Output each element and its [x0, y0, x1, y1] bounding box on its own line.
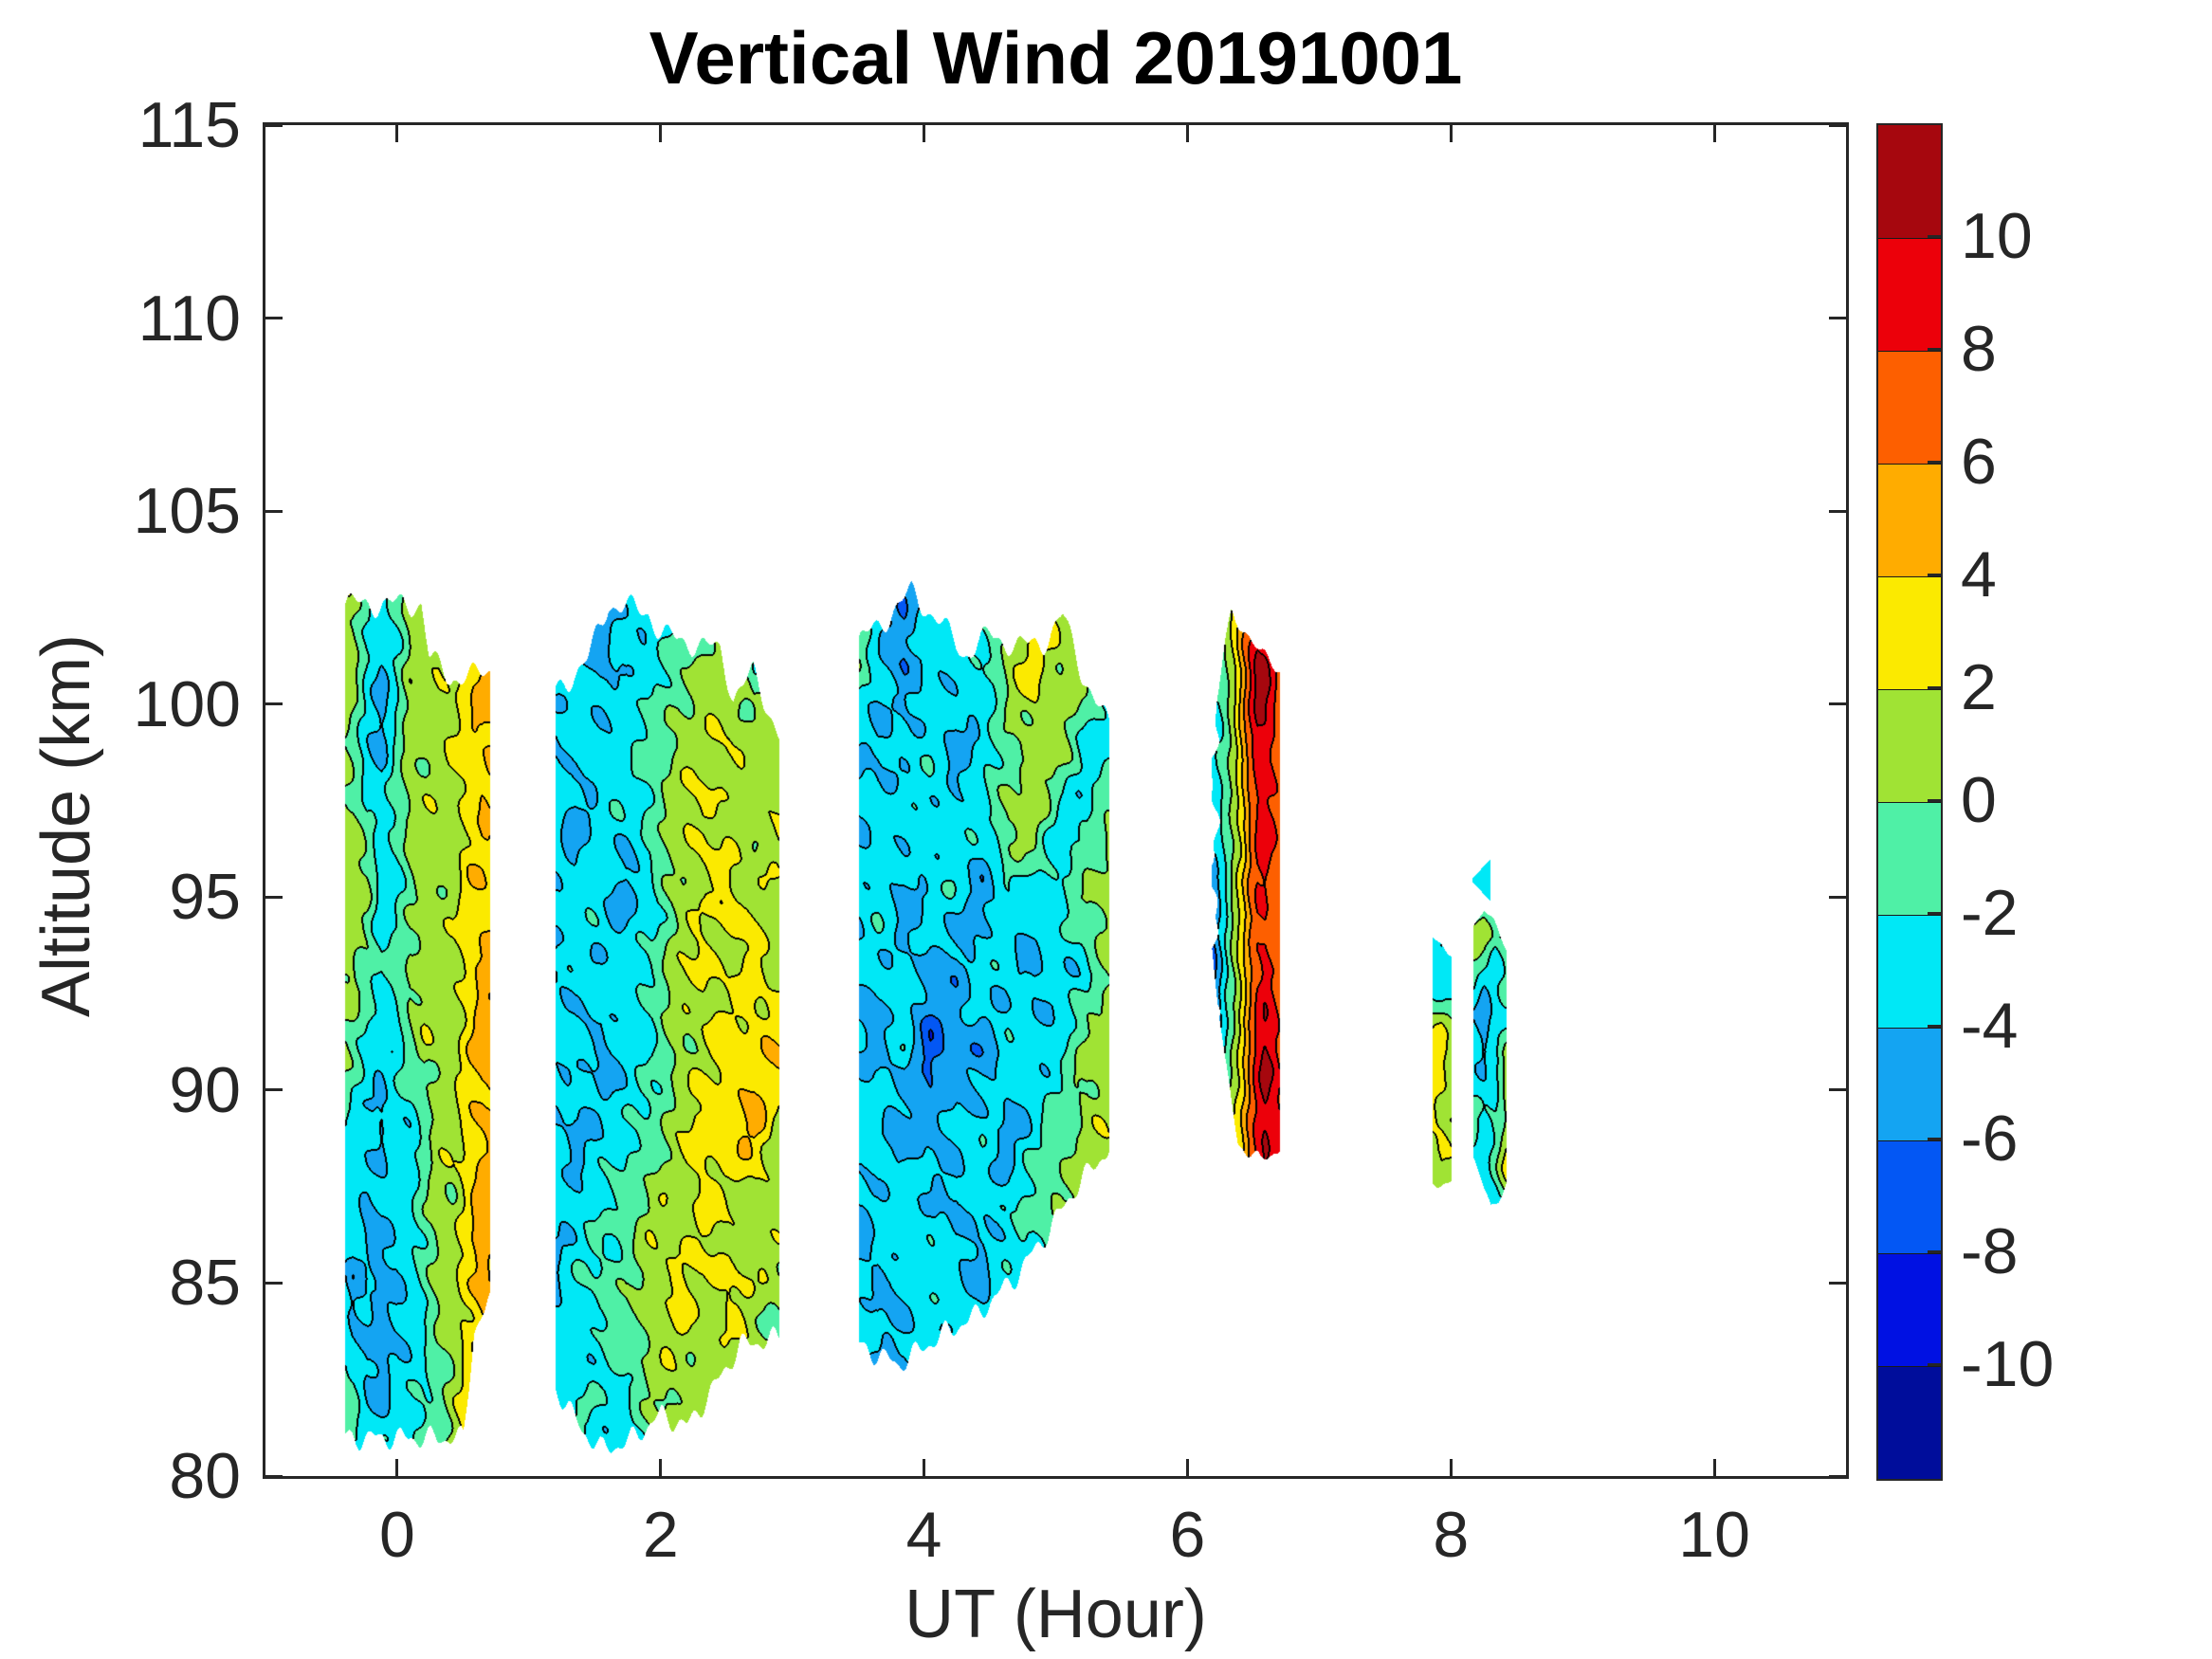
x-tick-label: 6	[1169, 1499, 1206, 1571]
x-tick-mark	[1449, 1459, 1453, 1476]
colorbar-tick-mark	[1928, 573, 1941, 576]
x-tick-mark-top	[395, 125, 399, 142]
colorbar-segment	[1878, 802, 1941, 915]
x-tick-mark	[923, 1459, 926, 1476]
colorbar-tick-mark	[1928, 460, 1941, 464]
colorbar	[1876, 123, 1943, 1481]
colorbar-tick-mark	[1928, 798, 1941, 802]
y-tick-mark	[265, 895, 283, 899]
colorbar-tick-label: 8	[1961, 313, 1997, 385]
colorbar-tick-label: 4	[1961, 538, 1997, 611]
y-tick-mark	[265, 702, 283, 706]
x-tick-label: 0	[378, 1499, 415, 1571]
x-tick-mark-top	[659, 125, 663, 142]
y-tick-mark-right	[1829, 1474, 1846, 1478]
colorbar-tick-mark	[1928, 1362, 1941, 1366]
y-tick-mark-right	[1829, 895, 1846, 899]
y-tick-mark	[265, 1088, 283, 1092]
colorbar-tick-label: 6	[1961, 426, 1997, 498]
colorbar-segment	[1878, 464, 1941, 576]
x-tick-label: 2	[642, 1499, 679, 1571]
y-tick-label: 95	[169, 861, 241, 934]
x-tick-mark-top	[923, 125, 926, 142]
y-tick-mark-right	[1829, 1088, 1846, 1092]
x-tick-mark	[1712, 1459, 1716, 1476]
colorbar-tick-mark	[1928, 685, 1941, 689]
y-tick-mark	[265, 123, 283, 127]
colorbar-tick-label: 0	[1961, 764, 1997, 836]
x-tick-mark	[1185, 1459, 1189, 1476]
x-tick-label: 4	[905, 1499, 942, 1571]
y-tick-mark	[265, 509, 283, 513]
chart-title: Vertical Wind 20191001	[649, 16, 1463, 100]
colorbar-tick-mark	[1928, 1024, 1941, 1028]
colorbar-tick-label: -2	[1961, 877, 2019, 949]
colorbar-tick-mark	[1928, 234, 1941, 238]
colorbar-segment	[1878, 125, 1941, 238]
y-tick-mark	[265, 1474, 283, 1478]
colorbar-segment	[1878, 1028, 1941, 1140]
x-tick-label: 8	[1433, 1499, 1470, 1571]
colorbar-segment	[1878, 351, 1941, 464]
colorbar-segment	[1878, 238, 1941, 351]
y-tick-mark	[265, 317, 283, 320]
y-axis-label: Altitude (km)	[28, 633, 104, 1018]
x-tick-mark-top	[1712, 125, 1716, 142]
y-tick-label: 115	[137, 89, 241, 161]
y-tick-label: 80	[169, 1440, 241, 1512]
colorbar-tick-mark	[1928, 1137, 1941, 1140]
colorbar-tick-label: -4	[1961, 990, 2019, 1062]
colorbar-tick-label: -8	[1961, 1215, 2019, 1287]
y-tick-label: 85	[169, 1247, 241, 1320]
colorbar-tick-mark	[1928, 911, 1941, 915]
y-tick-label: 100	[133, 667, 241, 740]
colorbar-segment	[1878, 689, 1941, 802]
y-tick-mark-right	[1829, 509, 1846, 513]
contour-canvas	[265, 125, 1846, 1476]
plot-area	[263, 122, 1849, 1479]
y-tick-label: 110	[137, 282, 241, 355]
colorbar-tick-mark	[1928, 347, 1941, 351]
colorbar-tick-label: -10	[1961, 1328, 2055, 1400]
y-tick-label: 90	[169, 1053, 241, 1126]
y-tick-mark-right	[1829, 1281, 1846, 1285]
y-tick-mark-right	[1829, 317, 1846, 320]
x-tick-mark	[395, 1459, 399, 1476]
x-tick-mark	[659, 1459, 663, 1476]
y-tick-label: 105	[133, 475, 241, 548]
x-axis-label: UT (Hour)	[905, 1577, 1207, 1652]
y-tick-mark-right	[1829, 702, 1846, 706]
x-tick-mark-top	[1449, 125, 1453, 142]
colorbar-segment	[1878, 1140, 1941, 1253]
colorbar-tick-label: -6	[1961, 1103, 2019, 1175]
y-tick-mark	[265, 1281, 283, 1285]
colorbar-segment	[1878, 915, 1941, 1028]
y-tick-mark-right	[1829, 123, 1846, 127]
colorbar-tick-label: 10	[1961, 200, 2033, 272]
x-tick-label: 10	[1678, 1499, 1750, 1571]
colorbar-tick-mark	[1928, 1249, 1941, 1253]
colorbar-tick-label: 2	[1961, 651, 1997, 723]
colorbar-segment	[1878, 1366, 1941, 1479]
colorbar-segment	[1878, 1253, 1941, 1366]
x-tick-mark-top	[1185, 125, 1189, 142]
colorbar-segment	[1878, 576, 1941, 689]
